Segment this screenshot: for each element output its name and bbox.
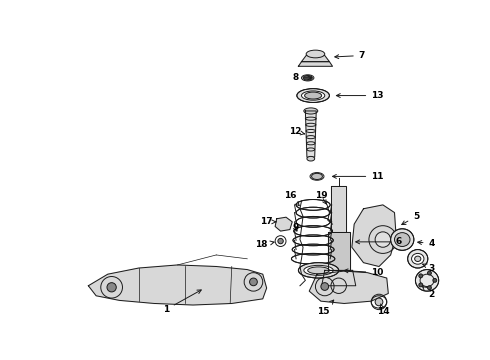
Polygon shape xyxy=(321,270,356,286)
Ellipse shape xyxy=(307,156,315,161)
Ellipse shape xyxy=(408,249,428,268)
Ellipse shape xyxy=(305,92,321,99)
Polygon shape xyxy=(352,205,396,266)
Text: 13: 13 xyxy=(336,91,384,100)
Polygon shape xyxy=(331,186,346,232)
Ellipse shape xyxy=(306,50,325,58)
Text: 18: 18 xyxy=(255,240,274,249)
Text: 14: 14 xyxy=(376,304,389,316)
Text: 8: 8 xyxy=(292,73,312,82)
Polygon shape xyxy=(328,232,349,270)
Polygon shape xyxy=(305,111,316,157)
Ellipse shape xyxy=(415,256,421,261)
Polygon shape xyxy=(88,265,267,305)
Circle shape xyxy=(278,238,283,244)
Polygon shape xyxy=(298,62,333,66)
Text: 3: 3 xyxy=(423,264,435,273)
Polygon shape xyxy=(309,271,388,303)
Circle shape xyxy=(427,286,431,289)
Ellipse shape xyxy=(416,270,439,291)
Text: 6: 6 xyxy=(356,237,401,246)
Text: 17: 17 xyxy=(260,217,276,226)
Ellipse shape xyxy=(391,229,414,250)
Ellipse shape xyxy=(303,76,312,80)
Text: 1: 1 xyxy=(163,290,201,314)
Text: 16: 16 xyxy=(284,191,299,206)
Text: 5: 5 xyxy=(402,212,419,225)
Ellipse shape xyxy=(308,267,329,274)
Text: 11: 11 xyxy=(333,172,384,181)
Polygon shape xyxy=(275,217,292,231)
Ellipse shape xyxy=(412,253,424,264)
Circle shape xyxy=(107,283,116,292)
Text: 10: 10 xyxy=(344,268,384,277)
Text: 2: 2 xyxy=(422,287,435,299)
Text: 12: 12 xyxy=(289,127,305,136)
Polygon shape xyxy=(301,55,329,62)
Text: 7: 7 xyxy=(335,51,365,60)
Circle shape xyxy=(419,274,423,278)
Circle shape xyxy=(375,298,383,306)
Ellipse shape xyxy=(298,263,339,278)
Text: 15: 15 xyxy=(317,300,334,316)
Circle shape xyxy=(249,278,257,286)
Text: 4: 4 xyxy=(417,239,435,248)
Text: 19: 19 xyxy=(315,191,327,204)
Ellipse shape xyxy=(297,89,329,103)
Circle shape xyxy=(321,283,329,291)
Circle shape xyxy=(419,283,423,287)
Ellipse shape xyxy=(312,173,322,180)
Text: 9: 9 xyxy=(292,224,298,233)
Circle shape xyxy=(427,271,431,275)
Ellipse shape xyxy=(301,91,325,100)
Circle shape xyxy=(375,232,391,247)
Ellipse shape xyxy=(304,108,318,114)
Circle shape xyxy=(433,278,437,282)
Ellipse shape xyxy=(304,265,333,275)
Ellipse shape xyxy=(394,233,410,247)
